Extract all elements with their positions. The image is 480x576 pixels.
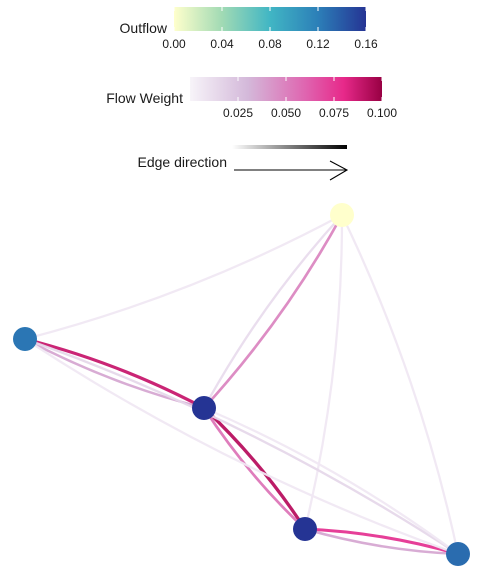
edge-direction-gradient xyxy=(232,145,347,149)
node-D xyxy=(293,517,317,541)
outflow-ticks: 0.00 0.04 0.08 0.12 0.16 xyxy=(162,7,378,51)
edge-B-C xyxy=(23,337,206,410)
outflow-tick-label: 0.04 xyxy=(210,37,234,51)
outflow-tick-label: 0.08 xyxy=(258,37,282,51)
edge-A-E xyxy=(340,213,460,556)
node-C xyxy=(192,396,216,420)
edge-E-B xyxy=(23,337,460,556)
edge-D-C xyxy=(202,406,307,531)
edge-direction-legend-title: Edge direction xyxy=(137,154,227,170)
flow-weight-tick-label: 0.075 xyxy=(319,106,349,120)
flow-weight-tick-label: 0.050 xyxy=(271,106,301,120)
flow-weight-legend-title: Flow Weight xyxy=(106,90,183,106)
edges xyxy=(23,213,460,556)
outflow-legend-title: Outflow xyxy=(120,20,168,36)
edge-C-D xyxy=(202,406,307,531)
flow-weight-ticks: 0.025 0.050 0.075 0.100 xyxy=(223,77,397,120)
edge-C-E xyxy=(202,406,460,556)
node-B xyxy=(13,327,37,351)
flow-weight-legend: Flow Weight 0.025 0.050 0.075 0.100 xyxy=(106,77,397,120)
outflow-tick-label: 0.12 xyxy=(306,37,330,51)
outflow-tick-label: 0.16 xyxy=(354,37,378,51)
outflow-tick-label: 0.00 xyxy=(162,37,186,51)
edge-A-C xyxy=(202,213,344,410)
edge-C-A xyxy=(202,213,344,410)
edge-direction-arrow-icon xyxy=(234,160,349,181)
edge-A-D xyxy=(303,213,344,531)
node-A xyxy=(330,203,354,227)
edge-E-D xyxy=(303,527,460,556)
flow-weight-tick-label: 0.025 xyxy=(223,106,253,120)
node-E xyxy=(446,542,470,566)
edge-direction-legend: Edge direction xyxy=(137,145,349,181)
edge-A-B xyxy=(23,213,344,341)
outflow-legend: Outflow 0.00 0.04 0.08 0.12 0.16 xyxy=(120,7,378,51)
edge-B-E xyxy=(23,337,460,556)
flow-weight-tick-label: 0.100 xyxy=(367,106,397,120)
edge-D-E xyxy=(303,527,460,556)
nodes xyxy=(13,203,470,566)
